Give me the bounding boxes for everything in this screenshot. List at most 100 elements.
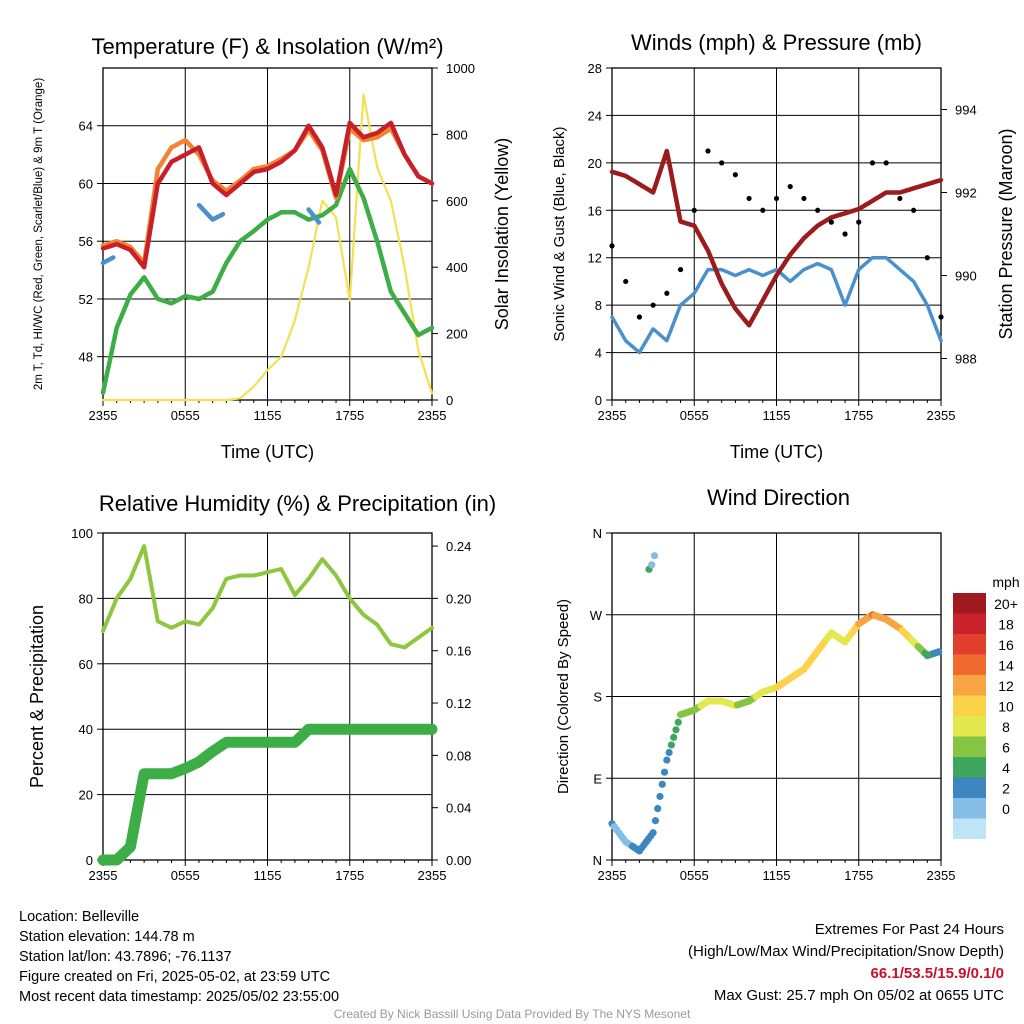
colorbar-label: 14 [998, 658, 1014, 674]
temp-series-hi-wc [100, 202, 322, 266]
colorbar-label: 16 [998, 637, 1014, 653]
wind-xtick-label: 1155 [763, 408, 791, 423]
colorbar-label: 0 [1002, 801, 1010, 817]
wind-gust-point [664, 290, 670, 296]
wdir-point [663, 756, 671, 764]
temp-ytick-label: 48 [79, 350, 93, 365]
wind-xtick-label: 2355 [598, 408, 627, 423]
extremes-title: Extremes For Past 24 Hours [814, 921, 1004, 938]
rh-ytick-label: 80 [79, 591, 93, 606]
temp-xtick-label: 0555 [171, 408, 200, 423]
wind-series-sonic-wind [610, 255, 943, 355]
wdir-xtick-label: 0555 [680, 868, 709, 883]
wdir-point [649, 829, 657, 837]
temp-series-td [100, 166, 435, 396]
colorbar-swatch [953, 634, 986, 655]
temperature-panel: 2355 0555 1155 1755 2355 48 52 56 60 64 0 200 400 600… [33, 34, 512, 462]
credit-line: Created By Nick Bassill Using Data Provi… [333, 1007, 691, 1021]
rh-ytick-right-label: 0.24 [446, 539, 471, 554]
colorbar-label: 6 [1002, 740, 1010, 756]
wind-gust-point [705, 148, 711, 154]
colorbar-swatch [953, 818, 986, 839]
colorbar-swatch [953, 654, 986, 675]
colorbar-swatch [953, 695, 986, 716]
temp-xtick-label: 1755 [335, 408, 364, 423]
colorbar-label: 2 [1002, 781, 1010, 797]
rh-series-relative-humidity [101, 544, 434, 650]
wdir-point [935, 648, 943, 656]
wdir-point [672, 726, 680, 734]
temp-ytick-right-label: 600 [446, 194, 468, 209]
temp-ylabel-left: 2m T, Td, HI/WC (Red, Green, Scarlet/Blu… [33, 78, 45, 390]
wind-ytick-label: 4 [595, 346, 602, 361]
wind-gust-point [787, 183, 793, 190]
extremes-box: Extremes For Past 24 Hours (High/Low/Max… [688, 919, 1004, 1007]
rh-series-precipitation [97, 723, 438, 866]
wdir-point [670, 733, 678, 741]
wind-xlabel: Time (UTC) [730, 442, 823, 462]
wdir-point [654, 804, 662, 813]
wind-gust-point [828, 219, 834, 225]
wind-ytick-label: 12 [588, 251, 602, 266]
temp-xtick-label: 2355 [418, 408, 447, 423]
colorbar-swatch [953, 777, 986, 798]
colorbar-title: mph [992, 574, 1019, 590]
wdir-xtick-label: 2355 [598, 868, 627, 883]
wind-ytick-label: 8 [595, 298, 602, 313]
rh-ytick-right-label: 0.20 [446, 591, 471, 606]
wind-ytick-label: 24 [588, 108, 602, 123]
humidity-panel: 2355 0555 1155 1755 23550204060801000.000.04… [27, 491, 496, 883]
colorbar-label: 4 [1002, 760, 1010, 776]
wdir-point [665, 748, 673, 757]
wind-gust-point [910, 207, 917, 213]
colorbar-swatch [953, 736, 986, 757]
wdir-xtick-label: 1155 [763, 868, 791, 883]
wdir-ytick-label: E [593, 771, 602, 786]
wind-series-station-pressure [609, 148, 944, 328]
wind-gust-point [746, 195, 752, 202]
wind-ytick-right-label: 994 [955, 103, 977, 118]
wdir-ylabel: Direction (Colored By Speed) [555, 599, 572, 794]
wdir-ytick-label: N [593, 526, 602, 541]
wind-ytick-label: 16 [588, 203, 602, 218]
recent-timestamp: Most recent data timestamp: 2025/05/02 2… [19, 989, 340, 1005]
colorbar-label: 12 [998, 678, 1014, 694]
wdir-xtick-label: 1755 [844, 868, 873, 883]
wind-ytick-label: 28 [588, 61, 602, 76]
rh-ytick-label: 20 [79, 788, 93, 803]
elevation: Station elevation: 144.78 m [19, 929, 195, 945]
wdir-point [667, 741, 676, 749]
temp-series-2m-t [100, 120, 435, 270]
wdir-title: Wind Direction [707, 485, 850, 510]
temp-ytick-right-label: 800 [446, 127, 468, 142]
colorbar-label: 8 [1002, 719, 1010, 735]
lat-lon: Station lat/lon: 43.7896; -76.1137 [19, 949, 232, 965]
rh-xtick-label: 1155 [254, 868, 282, 883]
rh-ytick-label: 40 [79, 722, 93, 737]
max-gust: Max Gust: 25.7 mph On 05/02 at 0655 UTC [713, 987, 1004, 1004]
wdir-point [658, 780, 666, 788]
rh-ytick-label: 0 [86, 853, 93, 868]
wind-gust-point [677, 266, 684, 273]
rh-ytick-label: 100 [71, 526, 93, 541]
rh-xtick-label: 2355 [89, 868, 118, 883]
wind-gust-point [773, 195, 780, 202]
wdir-point [648, 561, 656, 569]
rh-ytick-right-label: 0.08 [446, 748, 471, 763]
temp-ytick-label: 64 [79, 119, 93, 134]
temp-ylabel-right: Solar Insolation (Yellow) [492, 138, 512, 330]
wind-xtick-label: 1755 [844, 408, 873, 423]
rh-ytick-label: 60 [79, 657, 93, 672]
colorbar-label: 18 [998, 617, 1014, 633]
temp-series-9m-t [100, 126, 435, 266]
colorbar-label: 20+ [994, 596, 1018, 612]
colorbar-swatch [953, 716, 986, 737]
location: Location: Belleville [19, 909, 140, 925]
colorbar-swatch [953, 675, 986, 696]
wdir-point [660, 768, 669, 776]
rh-xtick-label: 0555 [171, 868, 200, 883]
figure-created: Figure created on Fri, 2025-05-02, at 23… [19, 969, 331, 985]
rh-ytick-right-label: 0.16 [446, 644, 471, 659]
wind-gust-point [924, 255, 930, 261]
